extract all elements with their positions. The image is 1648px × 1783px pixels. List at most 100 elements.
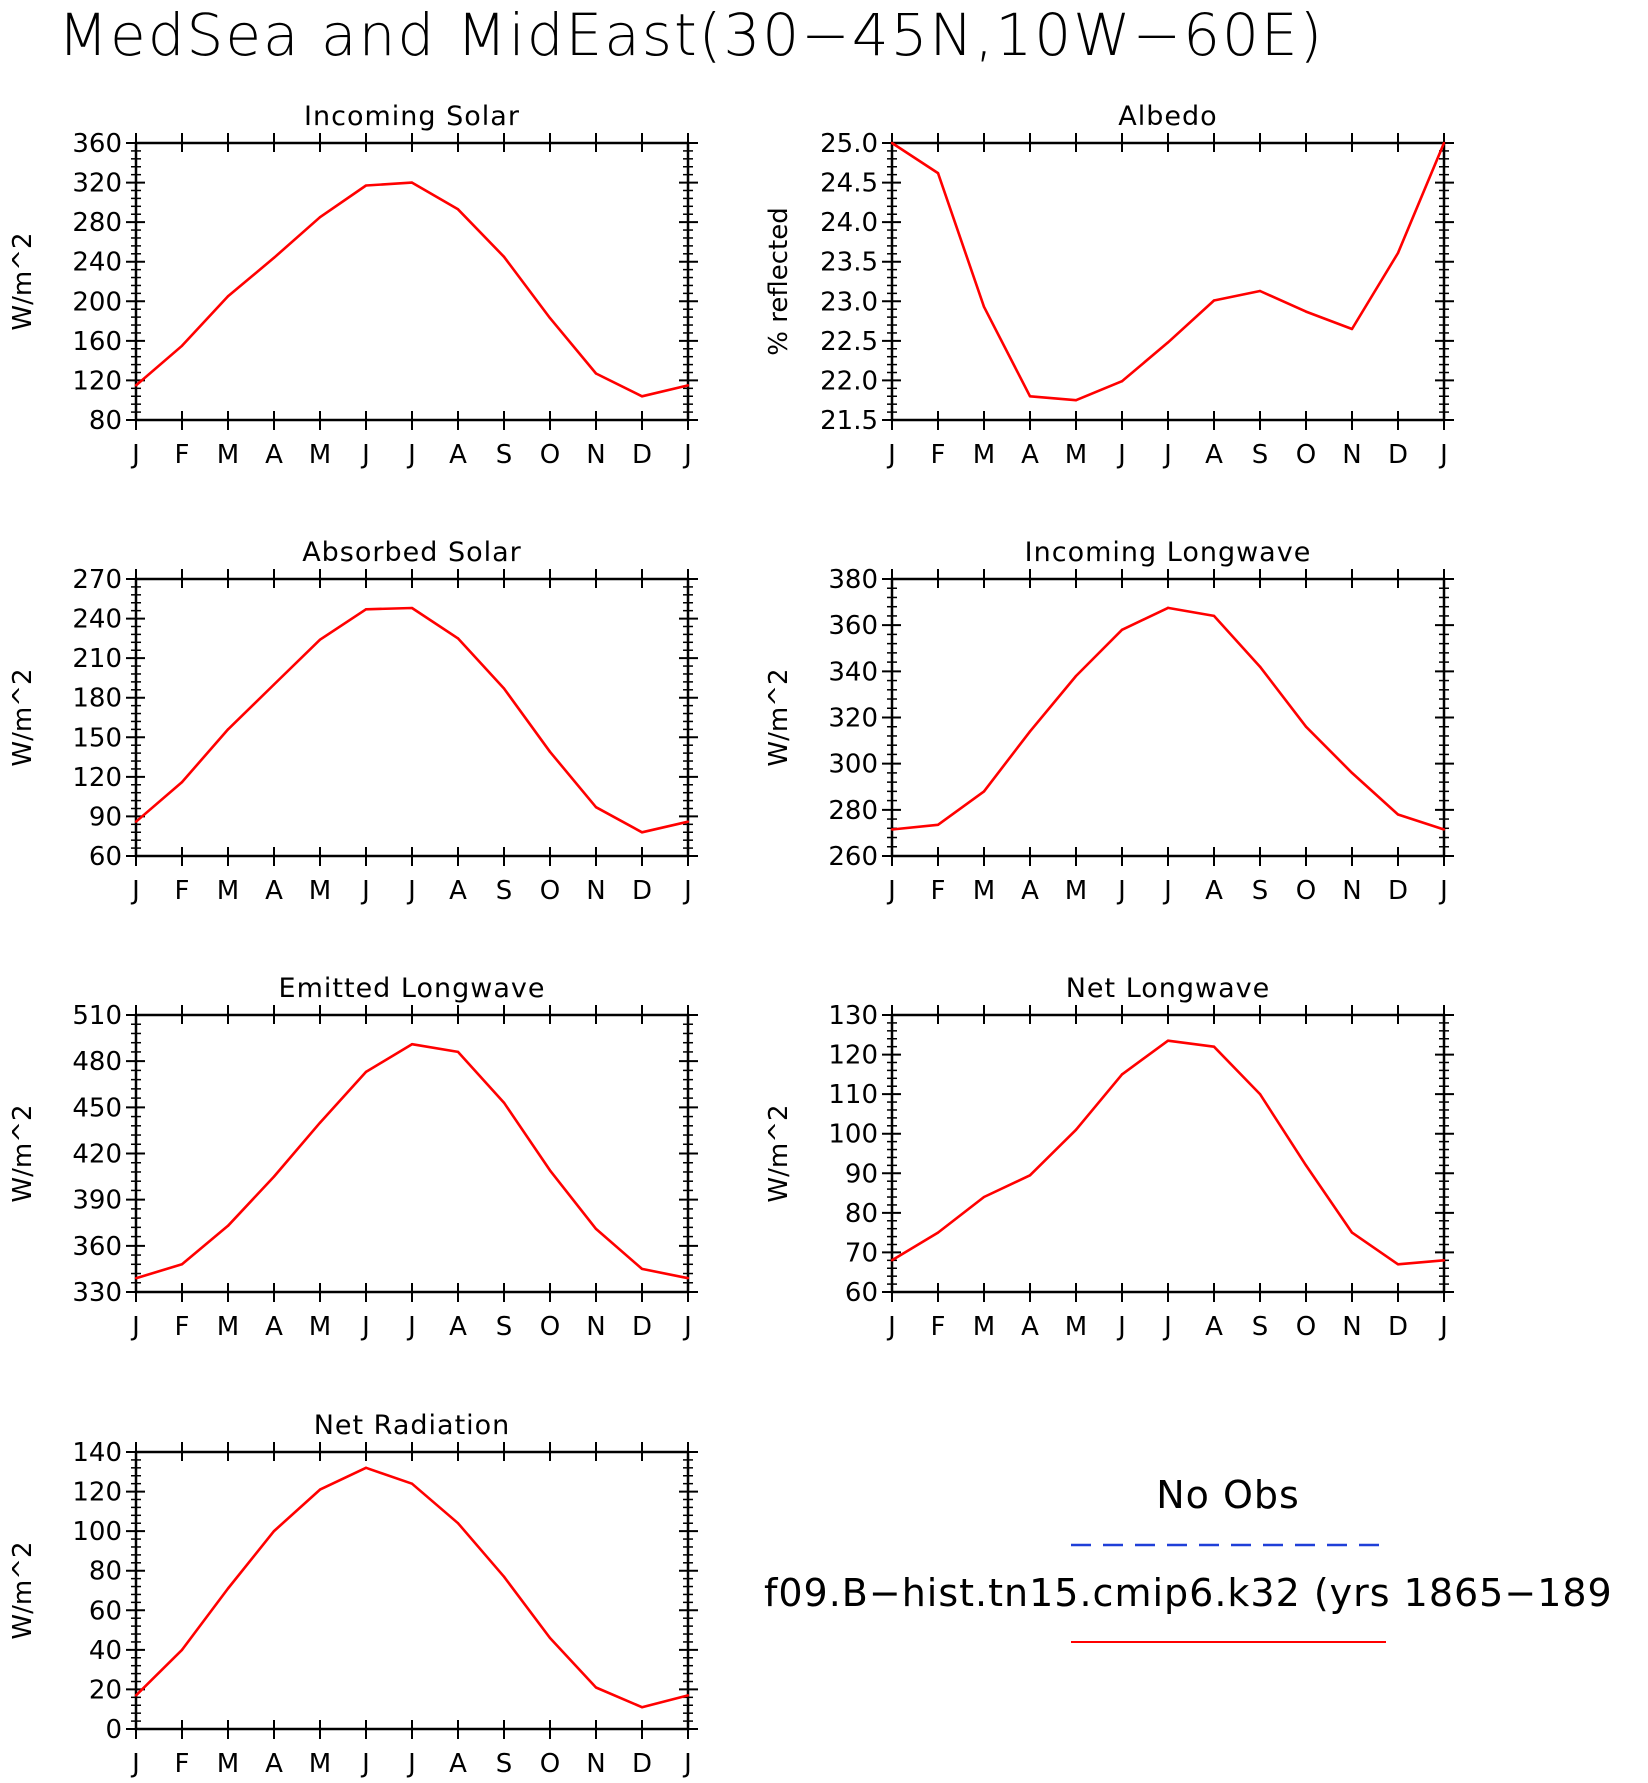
absorbed-solar-ylabel: W/m^2: [8, 668, 38, 766]
net-radiation-month-label: J: [130, 1749, 140, 1779]
net-radiation-ytick-label: 120: [72, 1478, 122, 1508]
net-radiation-month-label: F: [175, 1749, 190, 1779]
net-radiation-month-label: J: [406, 1749, 416, 1779]
incoming-longwave-month-label: N: [1342, 876, 1361, 906]
incoming-longwave-series-line: [891, 606, 1445, 831]
net-radiation-data-point: [180, 1648, 184, 1652]
net-longwave-frame: [890, 1013, 1446, 1294]
incoming-solar-month-label: N: [586, 440, 605, 470]
absorbed-solar-title: Absorbed Solar: [302, 537, 522, 568]
incoming-solar-data-point: [364, 184, 368, 187]
absorbed-solar-month-label: A: [449, 876, 467, 906]
incoming-longwave-ytick-label: 360: [828, 611, 878, 641]
incoming-longwave-ytick-label: 260: [828, 842, 878, 872]
albedo-ytick-label: 24.5: [820, 169, 878, 199]
net-radiation-data-point: [272, 1529, 276, 1533]
legend: No Obs f09.B−hist.tn15.cmip6.k32 (yrs 18…: [764, 1473, 1612, 1643]
albedo-month-label: M: [973, 440, 995, 470]
net-radiation-series-line: [135, 1466, 689, 1709]
incoming-longwave-data-point: [1258, 665, 1262, 668]
incoming-solar-data-point: [456, 208, 460, 211]
albedo-data-point: [1442, 141, 1446, 145]
emitted-longwave-month-label: O: [540, 1312, 560, 1342]
incoming-solar-title: Incoming Solar: [304, 101, 520, 132]
net-radiation-ytick-label: 140: [72, 1438, 122, 1468]
albedo-data-point: [1396, 251, 1400, 255]
net-longwave-ytick-label: 120: [828, 1041, 878, 1071]
albedo-data-point: [1350, 327, 1354, 331]
incoming-solar-ytick-label: 200: [72, 287, 122, 317]
incoming-longwave-title: Incoming Longwave: [1025, 537, 1312, 568]
incoming-longwave-month-label: M: [973, 876, 995, 906]
albedo-ytick-label: 23.0: [820, 287, 878, 317]
net-radiation-ylabel: W/m^2: [8, 1541, 38, 1639]
emitted-longwave-ytick-label: 420: [72, 1140, 122, 1170]
incoming-solar-data-point: [640, 395, 644, 398]
incoming-solar-data-point: [226, 295, 230, 298]
incoming-solar-data-point: [272, 256, 276, 259]
net-longwave-data-point: [1120, 1073, 1124, 1076]
net-radiation-month-label: M: [309, 1749, 331, 1779]
albedo-data-point: [982, 305, 986, 309]
net-longwave-title: Net Longwave: [1066, 973, 1271, 1004]
emitted-longwave-data-point: [548, 1169, 552, 1172]
net-radiation-data-point: [456, 1522, 460, 1525]
emitted-longwave-month-label: J: [682, 1312, 692, 1342]
figure-title: MedSea and MidEast(30−45N,10W−60E): [58, 1, 1324, 69]
absorbed-solar-month-label: J: [406, 876, 416, 906]
albedo-data-point: [1120, 380, 1124, 383]
incoming-longwave-ytick-label: 300: [828, 750, 878, 780]
incoming-longwave-month-label: J: [1116, 876, 1126, 906]
incoming-longwave-month-label: S: [1252, 876, 1269, 906]
net-longwave-ytick-label: 100: [828, 1120, 878, 1150]
incoming-longwave-data-point: [1028, 730, 1032, 733]
incoming-longwave-data-point: [1396, 813, 1400, 816]
albedo-ytick-label: 25.0: [820, 129, 878, 159]
albedo-data-point: [1166, 341, 1170, 344]
incoming-solar-month-label: J: [360, 440, 370, 470]
incoming-solar-ytick-label: 80: [89, 406, 122, 436]
incoming-longwave-data-point: [1120, 628, 1124, 631]
emitted-longwave-data-point: [686, 1276, 690, 1280]
net-longwave-series-line: [891, 1039, 1445, 1266]
absorbed-solar-ytick-label: 270: [72, 565, 122, 595]
absorbed-solar-month-label: J: [682, 876, 692, 906]
emitted-longwave-ytick-label: 330: [72, 1278, 122, 1308]
net-longwave-ylabel: W/m^2: [764, 1104, 794, 1202]
absorbed-solar-series-line: [135, 606, 689, 834]
albedo-month-label: J: [1438, 440, 1448, 470]
net-longwave-ytick-label: 90: [845, 1159, 878, 1189]
emitted-longwave-data-point: [364, 1070, 368, 1074]
net-longwave-month-label: A: [1021, 1312, 1039, 1342]
albedo-ytick-label: 24.0: [820, 208, 878, 238]
absorbed-solar-data-point: [594, 805, 598, 809]
emitted-longwave-frame: [134, 1013, 690, 1294]
incoming-longwave-data-point: [1166, 606, 1170, 610]
emitted-longwave-month-label: A: [265, 1312, 283, 1342]
net-longwave-data-point: [1074, 1128, 1078, 1131]
absorbed-solar-data-point: [134, 820, 138, 823]
albedo-month-label: A: [1205, 440, 1223, 470]
incoming-solar-data-point: [686, 384, 690, 387]
emitted-longwave-data-point: [272, 1175, 276, 1178]
albedo-data-point: [936, 171, 940, 175]
net-radiation-month-label: O: [540, 1749, 560, 1779]
albedo-month-label: N: [1342, 440, 1361, 470]
incoming-longwave-month-label: O: [1296, 876, 1316, 906]
net-longwave-data-point: [1212, 1045, 1216, 1048]
emitted-longwave-month-label: J: [360, 1312, 370, 1342]
absorbed-solar-data-point: [456, 637, 460, 640]
albedo-data-point: [1258, 289, 1262, 293]
absorbed-solar-data-point: [180, 780, 184, 784]
net-radiation-month-label: D: [632, 1749, 652, 1779]
emitted-longwave-series-line: [135, 1042, 689, 1280]
incoming-longwave-month-label: D: [1388, 876, 1408, 906]
incoming-longwave-data-point: [1350, 771, 1354, 775]
incoming-solar-month-label: M: [217, 440, 239, 470]
incoming-solar-month-label: A: [449, 440, 467, 470]
net-radiation-data-point: [594, 1686, 598, 1689]
